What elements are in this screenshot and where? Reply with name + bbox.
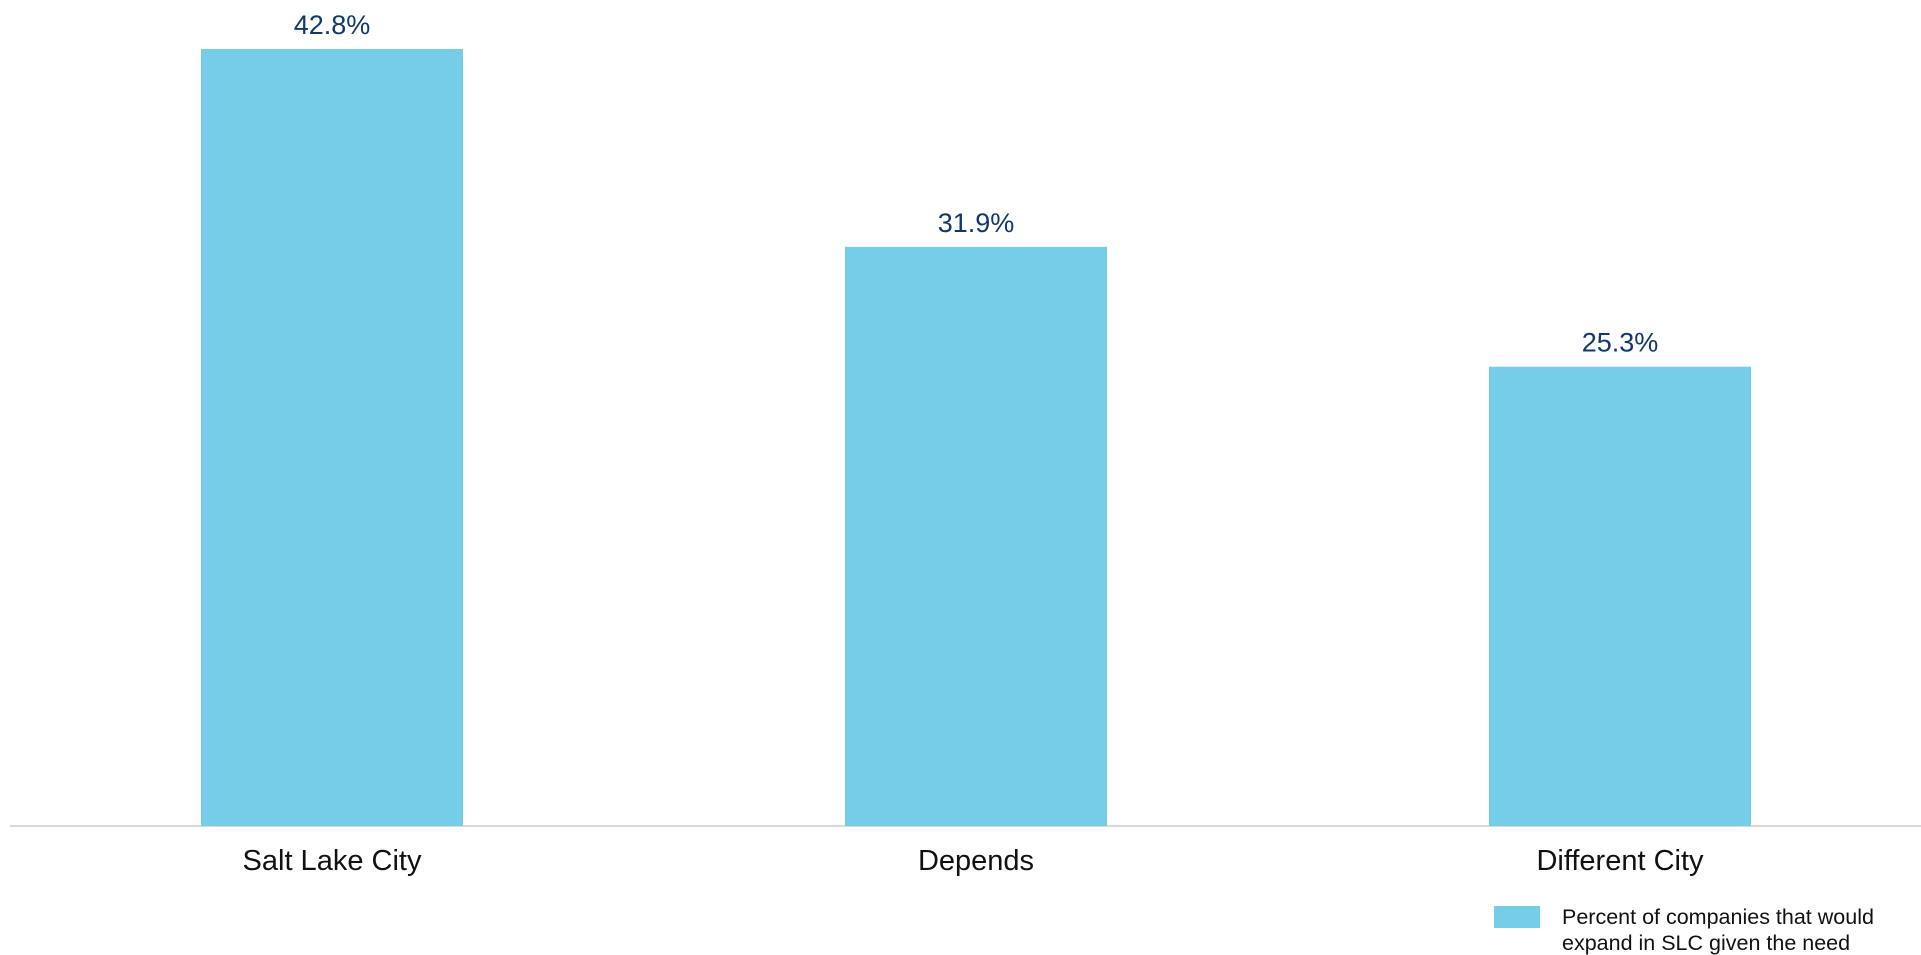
x-tick-label: Salt Lake City: [243, 845, 422, 877]
x-tick-label: Depends: [918, 845, 1034, 877]
legend-label-line-1: Percent of companies that would: [1562, 905, 1874, 929]
data-labels-layer: 42.8% 31.9% 25.3%: [294, 10, 1659, 358]
x-tick-labels-layer: Salt Lake City Depends Different City: [243, 845, 1704, 877]
data-label: 25.3%: [1582, 328, 1659, 358]
bar-salt-lake-city: [201, 49, 463, 826]
bar-different-city: [1489, 366, 1751, 826]
data-label: 42.8%: [294, 10, 371, 40]
data-label: 31.9%: [938, 208, 1015, 238]
x-tick-label: Different City: [1536, 845, 1704, 877]
legend-label-line-2: expand in SLC given the need: [1562, 931, 1850, 955]
legend-swatch: [1494, 906, 1540, 928]
bar-depends: [845, 246, 1107, 826]
legend: Percent of companies that would expand i…: [1494, 905, 1874, 955]
bars-layer: [201, 49, 1751, 826]
